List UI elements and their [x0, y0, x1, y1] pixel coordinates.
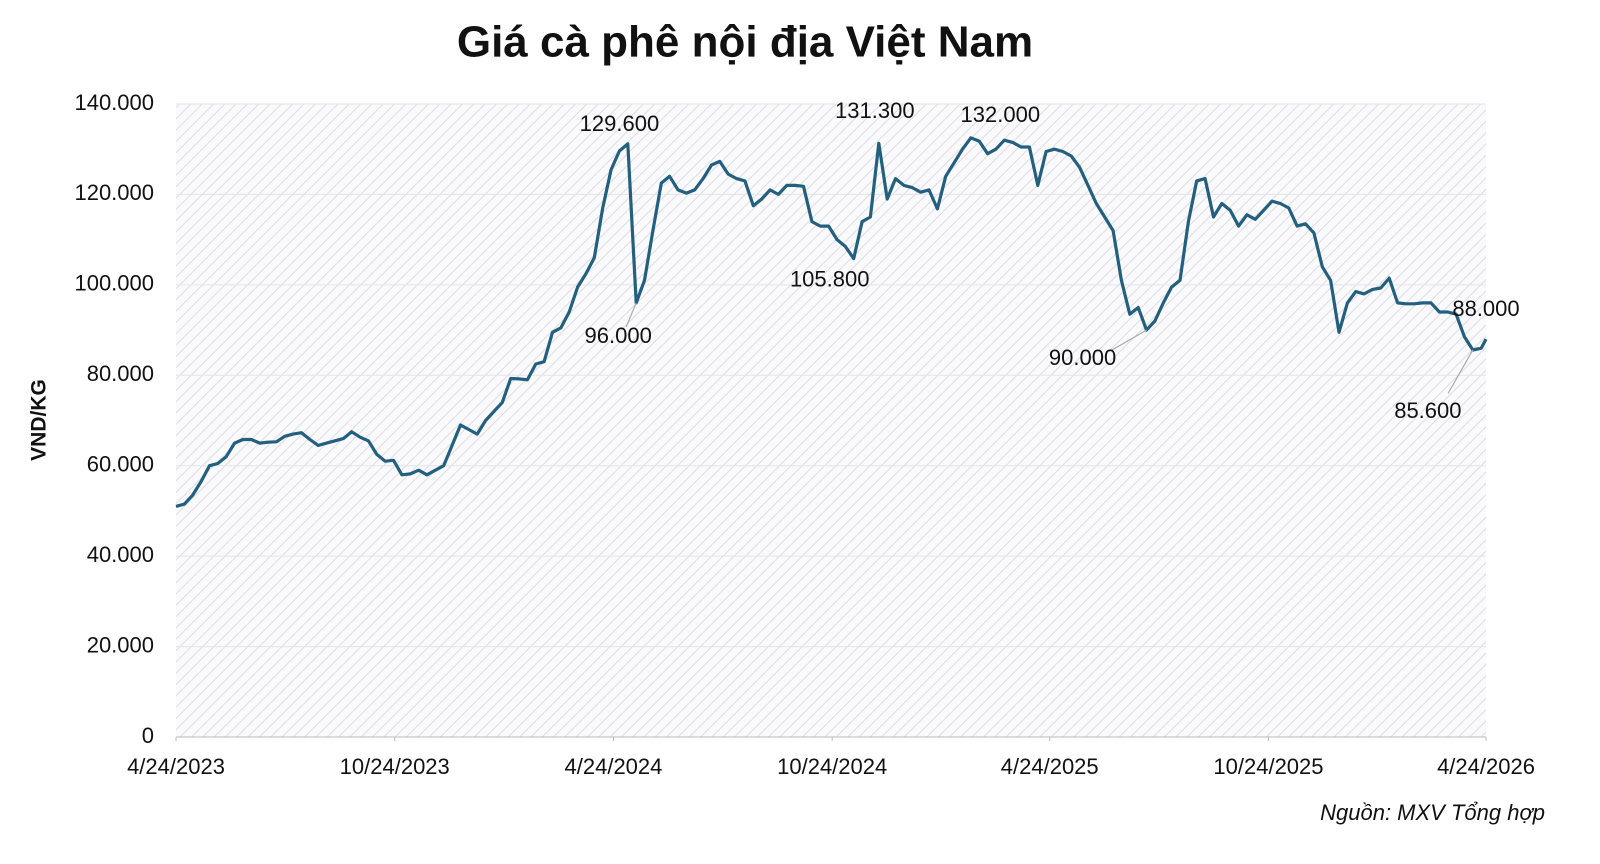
y-tick-label: 40.000: [87, 542, 154, 567]
source-note: Nguồn: MXV Tổng hợp: [1320, 800, 1545, 825]
x-tick-label: 10/24/2024: [777, 754, 887, 779]
annotation-label: 129.600: [580, 111, 660, 136]
line-series: [175, 136, 1488, 508]
annotation-label: 96.000: [585, 323, 652, 348]
x-tick-label: 4/24/2026: [1437, 754, 1535, 779]
chart-title: Giá cà phê nội địa Việt Nam: [457, 18, 1033, 67]
annotation-label: 131.300: [835, 98, 915, 123]
annotation-label: 105.800: [790, 266, 870, 291]
y-tick-label: 140.000: [74, 90, 154, 115]
x-tick-label: 10/24/2023: [340, 754, 450, 779]
annotation-label: 90.000: [1049, 345, 1116, 370]
annotation-label: 132.000: [961, 102, 1041, 127]
annotation-label: 85.600: [1394, 398, 1461, 423]
plot-area: [176, 104, 1486, 737]
annotation-label: 88.000: [1452, 296, 1519, 321]
y-tick-label: 80.000: [87, 361, 154, 386]
y-tick-label: 120.000: [74, 180, 154, 205]
y-tick-label: 100.000: [74, 271, 154, 296]
x-tick-label: 4/24/2024: [565, 754, 663, 779]
x-tick-label: 4/24/2025: [1001, 754, 1099, 779]
y-axis-title: VND/KG: [28, 379, 51, 461]
leader-line: [1111, 329, 1147, 351]
leader-line: [625, 302, 637, 327]
y-tick-label: 20.000: [87, 632, 154, 657]
x-tick-label: 4/24/2023: [127, 754, 225, 779]
leader-line: [1447, 349, 1474, 394]
x-tick-label: 10/24/2025: [1213, 754, 1323, 779]
y-tick-label: 0: [142, 723, 154, 748]
y-tick-label: 60.000: [87, 452, 154, 477]
